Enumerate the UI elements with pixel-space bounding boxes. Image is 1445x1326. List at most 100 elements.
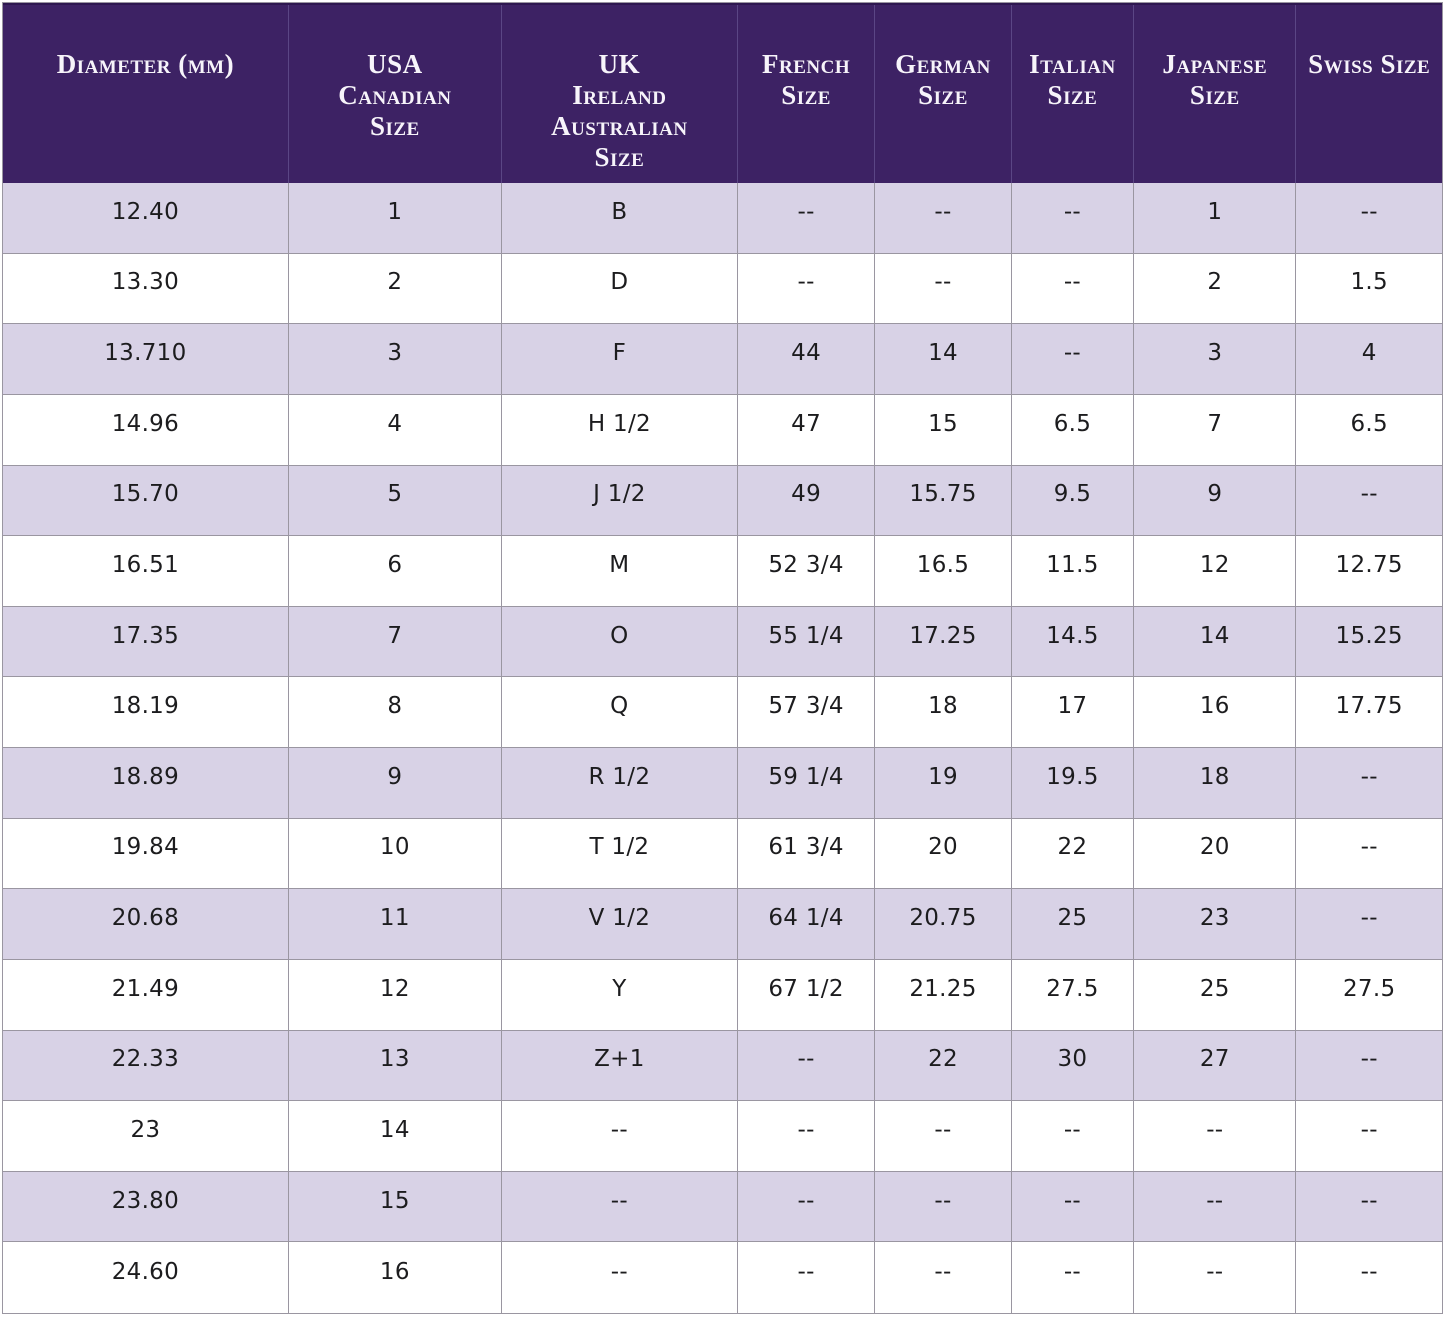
cell-italian: -- — [1012, 183, 1135, 253]
cell-swiss: -- — [1360, 198, 1378, 225]
cell-swiss: -- — [1360, 1187, 1378, 1214]
cell-diameter: 12.40 — [3, 183, 289, 253]
column-header-diameter: Diameter (mm) — [3, 5, 289, 183]
cell-french: 55 1/4 — [738, 606, 876, 677]
cell-diameter: 13.30 — [3, 253, 289, 324]
column-header-line: Italian — [1029, 49, 1116, 79]
cell-swiss: 17.75 — [1335, 693, 1403, 720]
cell-french: -- — [738, 183, 876, 253]
table-row: 21.49 12 Y 67 1/2 21.25 27.5 25 27.5 — [3, 959, 1442, 1031]
cell-diameter: 19.84 — [3, 818, 289, 889]
cell-italian: 30 — [1012, 1030, 1135, 1101]
cell-swiss: -- — [1360, 481, 1378, 508]
cell-swiss: -- — [1360, 834, 1378, 861]
cell-japanese: 1 — [1134, 183, 1297, 253]
cell-german: 21.25 — [875, 959, 1012, 1030]
cell-italian: -- — [1012, 1171, 1135, 1242]
cell-uk: Z+1 — [502, 1030, 738, 1101]
cell-japanese: 14 — [1134, 606, 1297, 677]
cell-german: 14 — [875, 324, 1012, 394]
cell-japanese: 27 — [1134, 1030, 1297, 1101]
column-header-french: French Size — [738, 5, 876, 183]
column-header-uk: UK Ireland Australian Size — [502, 5, 738, 183]
cell-usa: 3 — [289, 324, 502, 394]
cell-german: -- — [875, 1101, 1012, 1171]
cell-swiss: 4 — [1361, 340, 1377, 367]
cell-uk: O — [502, 606, 738, 677]
cell-german: 19 — [875, 748, 1012, 818]
table-body: 12.40 1 B -- -- -- 1 -- 13.30 2 D -- -- -- 2 1.5 13.710 3… — [3, 183, 1442, 1313]
cell-usa: 13 — [289, 1030, 502, 1101]
cell-diameter: 24.60 — [3, 1242, 289, 1313]
cell-swiss: 27.5 — [1342, 975, 1396, 1002]
cell-japanese: 12 — [1134, 536, 1297, 606]
cell-diameter: 23.80 — [3, 1171, 289, 1242]
cell-japanese: 9 — [1134, 465, 1297, 536]
table-row: 15.70 5 J 1/2 49 15.75 9.5 9 -- — [3, 465, 1442, 537]
cell-swiss: -- — [1360, 1046, 1378, 1073]
column-header-japanese: Japanese Size — [1134, 5, 1297, 183]
table-row: 19.84 10 T 1/2 61 3/4 20 22 20 -- — [3, 818, 1442, 890]
cell-usa: 6 — [289, 536, 502, 606]
table-row: 20.68 11 V 1/2 64 1/4 20.75 25 23 -- — [3, 889, 1442, 960]
cell-italian: 27.5 — [1012, 959, 1135, 1030]
cell-usa: 11 — [289, 889, 502, 959]
cell-german: 18 — [875, 677, 1012, 747]
column-header-line: Diameter (mm) — [56, 49, 235, 79]
cell-swiss: 6.5 — [1350, 410, 1388, 437]
cell-german: 15.75 — [875, 465, 1012, 536]
cell-usa: 16 — [289, 1242, 502, 1313]
cell-diameter: 22.33 — [3, 1030, 289, 1101]
cell-japanese: 18 — [1134, 748, 1297, 818]
cell-uk: R 1/2 — [502, 748, 738, 818]
cell-usa: 8 — [289, 677, 502, 747]
cell-diameter: 18.89 — [3, 748, 289, 818]
cell-uk: -- — [502, 1242, 738, 1313]
table-row: 16.51 6 M 52 3/4 16.5 11.5 12 12.75 — [3, 536, 1442, 607]
cell-italian: 9.5 — [1012, 465, 1135, 536]
cell-uk: H 1/2 — [502, 394, 738, 465]
cell-uk: V 1/2 — [502, 889, 738, 959]
cell-japanese: 25 — [1134, 959, 1297, 1030]
cell-italian: -- — [1012, 1101, 1135, 1171]
table-row: 14.96 4 H 1/2 47 15 6.5 7 6.5 — [3, 394, 1442, 466]
cell-diameter: 21.49 — [3, 959, 289, 1030]
column-header-line: Size — [369, 111, 420, 141]
cell-diameter: 13.710 — [3, 324, 289, 394]
cell-japanese: -- — [1134, 1101, 1297, 1171]
cell-italian: 6.5 — [1012, 394, 1135, 465]
cell-usa: 4 — [289, 394, 502, 465]
cell-usa: 12 — [289, 959, 502, 1030]
cell-swiss: -- — [1360, 1116, 1378, 1143]
column-header-line: Ireland — [572, 80, 667, 110]
cell-french: 49 — [738, 465, 876, 536]
cell-uk: -- — [502, 1101, 738, 1171]
cell-japanese: 7 — [1134, 394, 1297, 465]
cell-italian: -- — [1012, 253, 1135, 324]
table-row: 18.89 9 R 1/2 59 1/4 19 19.5 18 -- — [3, 748, 1442, 819]
column-header-line: UK — [598, 49, 641, 79]
cell-uk: T 1/2 — [502, 818, 738, 889]
cell-swiss: -- — [1360, 1258, 1378, 1285]
cell-italian: 25 — [1012, 889, 1135, 959]
cell-french: 57 3/4 — [738, 677, 876, 747]
cell-french: -- — [738, 253, 876, 324]
column-header-usa: USA Canadian Size — [289, 5, 502, 183]
cell-diameter: 16.51 — [3, 536, 289, 606]
cell-japanese: 16 — [1134, 677, 1297, 747]
cell-japanese: 20 — [1134, 818, 1297, 889]
column-header-italian: Italian Size — [1012, 5, 1135, 183]
cell-italian: 11.5 — [1012, 536, 1135, 606]
cell-italian: 17 — [1012, 677, 1135, 747]
cell-diameter: 23 — [3, 1101, 289, 1171]
cell-german: -- — [875, 1242, 1012, 1313]
table-row: 18.19 8 Q 57 3/4 18 17 16 17.75 — [3, 677, 1442, 748]
cell-uk: Q — [502, 677, 738, 747]
cell-french: -- — [738, 1101, 876, 1171]
table-row: 13.710 3 F 44 14 -- 3 4 — [3, 324, 1442, 395]
cell-french: 59 1/4 — [738, 748, 876, 818]
cell-italian: 22 — [1012, 818, 1135, 889]
cell-french: -- — [738, 1242, 876, 1313]
column-header-line: Size — [1047, 80, 1098, 110]
